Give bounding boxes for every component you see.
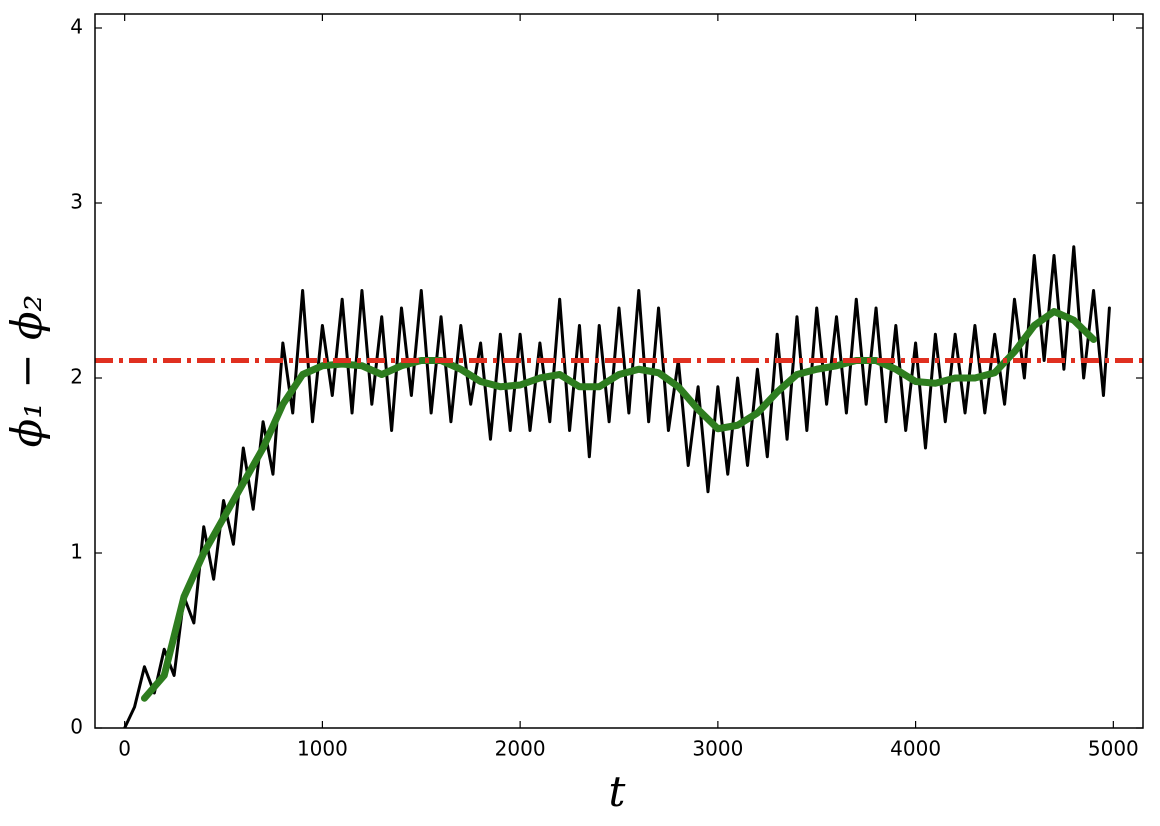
x-tick-label: 5000 [1088, 737, 1139, 761]
x-tick-label: 3000 [692, 737, 743, 761]
x-tick-label: 2000 [495, 737, 546, 761]
plot-frame [94, 13, 1144, 729]
y-tick-label: 3 [70, 190, 83, 214]
data-line [140, 308, 1098, 702]
data-line [123, 245, 1111, 728]
x-tick-label: 0 [118, 737, 131, 761]
y-tick-label: 4 [70, 15, 83, 39]
y-tick-label: 1 [70, 540, 83, 564]
y-tick-label: 0 [70, 715, 83, 739]
y-axis-label: ϕ₁ − ϕ₂ [2, 295, 51, 448]
x-axis-label: t [609, 767, 626, 816]
x-tick-label: 4000 [890, 737, 941, 761]
x-tick-label: 1000 [297, 737, 348, 761]
y-tick-label: 2 [70, 365, 83, 389]
